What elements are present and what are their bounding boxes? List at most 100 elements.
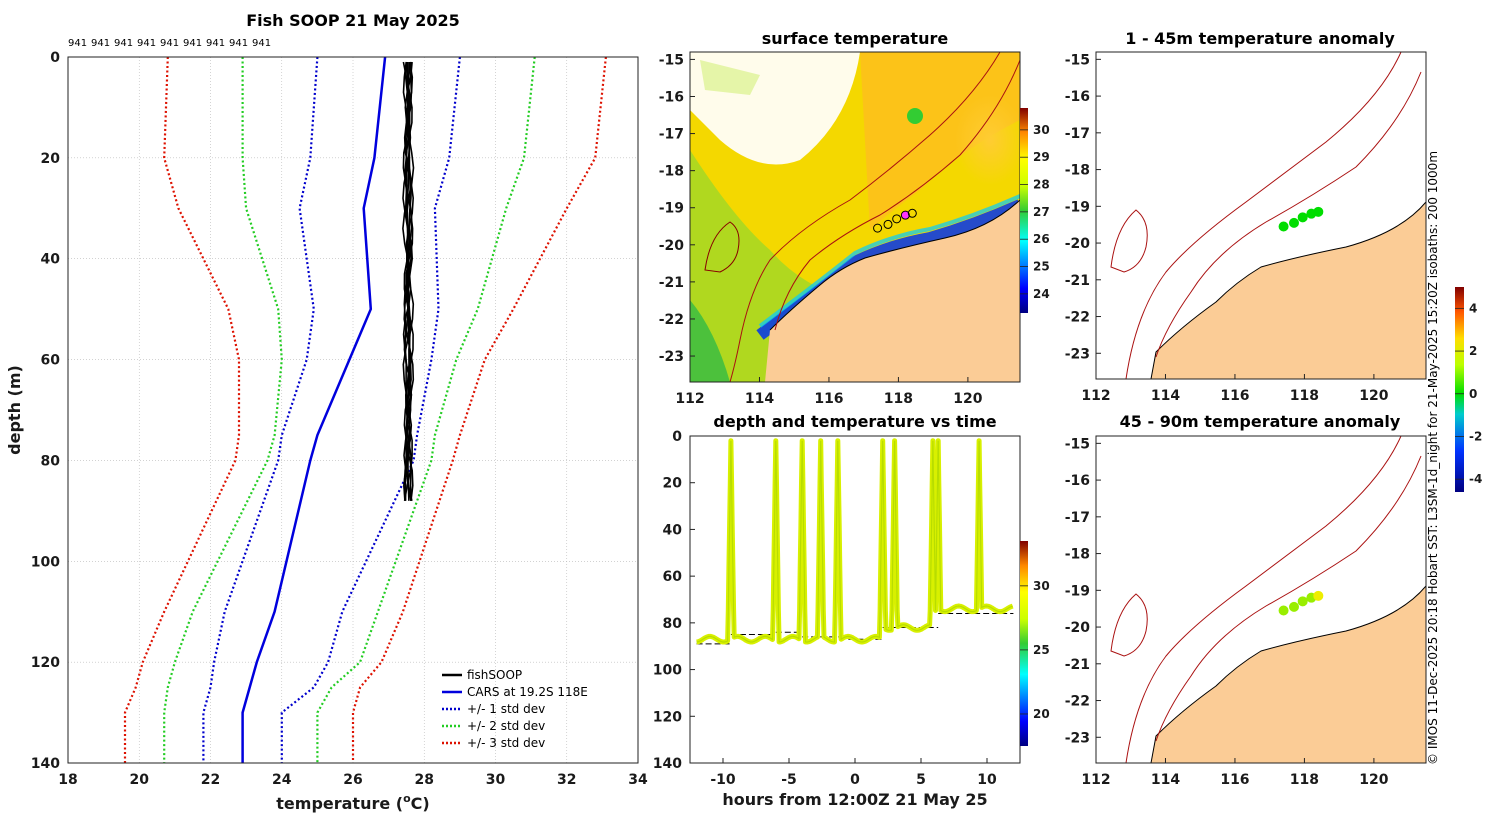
profile-xtick: 24 <box>272 772 292 788</box>
anom-upper-title: 1 - 45m temperature anomaly <box>1125 29 1395 48</box>
dt-xtick: -10 <box>710 772 736 788</box>
anom-frame <box>1095 435 1427 764</box>
sst-cb-ticklabel: 27 <box>1033 205 1050 219</box>
sst-coastal-band-edge <box>758 194 1020 328</box>
sst-xtick: 114 <box>745 391 774 407</box>
anom-ytick: -22 <box>1065 310 1090 326</box>
sst-cb-ticklabel: 24 <box>1033 287 1050 301</box>
sst-warm-patch <box>955 95 1020 185</box>
anom-ytick: -18 <box>1065 163 1090 179</box>
anom-point <box>1278 221 1289 232</box>
anom-xtick: 114 <box>1151 388 1180 404</box>
sst-track-point <box>883 219 893 229</box>
profile-frame <box>67 56 639 764</box>
dt-xtick: 0 <box>850 772 860 788</box>
sst-cb-ticklabel: 26 <box>1033 232 1050 246</box>
anom-isobath-200 <box>1155 455 1422 742</box>
profile-ytick: 80 <box>41 453 61 469</box>
anom-ytick: -21 <box>1065 273 1090 289</box>
anom-upper-panel: 112 114 116 118 120 -15 -16 -17 -18 -19 -20 -21 -22 -… <box>1065 51 1427 404</box>
sst-track-point <box>892 214 902 224</box>
profile-xlabel: temperature (oC) <box>276 792 429 813</box>
sst-track <box>873 208 917 233</box>
sd1-low-line <box>202 56 319 763</box>
sst-xtick: 112 <box>675 391 704 407</box>
profile-panel: 18 20 22 24 26 28 30 32 34 0 20 40 60 80 100 120 140 Fis… <box>5 11 648 813</box>
profile-top-label: 941 <box>206 38 225 49</box>
anom-land <box>1150 585 1426 763</box>
profile-xtick: 18 <box>58 772 77 788</box>
anom-colorbar-ticks: 4 2 0 -2 -4 <box>1455 301 1482 486</box>
anom-ytick: -15 <box>1065 52 1090 68</box>
sst-title: surface temperature <box>762 29 949 48</box>
anom-point <box>1297 212 1308 223</box>
profile-xtick: 26 <box>343 772 362 788</box>
profile-top-label: 941 <box>252 38 271 49</box>
legend-sd2: +/- 2 std dev <box>467 719 545 733</box>
anom-island-isobath <box>1110 593 1148 657</box>
anom-ytick: -22 <box>1065 694 1090 710</box>
dt-ytick: 80 <box>663 616 683 632</box>
dt-title: depth and temperature vs time <box>713 412 996 431</box>
sst-ytick: -21 <box>659 275 684 291</box>
profile-xtick: 20 <box>130 772 150 788</box>
anom-ytick: -17 <box>1065 510 1090 526</box>
anom-island-isobath <box>1110 209 1148 273</box>
anom-cb-ticklabel: 4 <box>1469 301 1477 315</box>
cars-line <box>241 56 387 763</box>
profile-xtick: 34 <box>628 772 648 788</box>
sst-warm-offshore <box>860 52 1020 230</box>
sst-cb-ticklabel: 29 <box>1033 150 1050 164</box>
sd2-high-line <box>316 56 536 763</box>
sst-map-image <box>690 52 1020 382</box>
anom-xtick: 114 <box>1151 772 1180 788</box>
anom-xtick: 120 <box>1359 388 1388 404</box>
anom-ytick: -20 <box>1065 236 1091 252</box>
anom-point <box>1313 206 1324 217</box>
dt-ytick: 140 <box>653 756 682 772</box>
sst-cool-eddy <box>907 108 923 124</box>
fishsoop-profile <box>403 62 414 501</box>
profile-top-label: 941 <box>183 38 202 49</box>
anom-lower-panel: 112 114 116 118 120 -15 -16 -17 -18 -19 -20 -21 -22 -… <box>1065 435 1427 788</box>
legend-cars: CARS at 19.2S 118E <box>467 685 588 699</box>
credit-text: © IMOS 11-Dec-2025 20:18 Hobart SST: L3S… <box>1426 151 1440 765</box>
sst-xtick: 120 <box>953 391 982 407</box>
sst-ytick: -23 <box>659 349 684 365</box>
sst-cb-ticklabel: 25 <box>1033 260 1050 274</box>
sd3-high-line <box>351 56 607 763</box>
fishsoop-profile <box>404 61 415 501</box>
profile-legend: fishSOOP CARS at 19.2S 118E +/- 1 std de… <box>442 668 588 750</box>
profile-ytick: 140 <box>31 756 60 772</box>
profile-ytick: 40 <box>41 252 61 268</box>
dt-plot-area <box>690 436 1020 763</box>
sst-ticks: 112 114 116 118 120 -15 -16 -17 -18 -19 -20 -21 -22 -… <box>659 52 983 407</box>
dt-ytick: 120 <box>653 709 682 725</box>
profile-lines <box>123 56 607 763</box>
sd3-low-line <box>123 56 241 763</box>
dt-ytick: 20 <box>663 476 683 492</box>
sst-ytick: -16 <box>659 89 684 105</box>
anom-ytick: -20 <box>1065 620 1091 636</box>
sst-coastline <box>769 199 1020 331</box>
anom-ytick: -19 <box>1065 583 1090 599</box>
dt-cb-ticklabel: 20 <box>1033 707 1050 721</box>
sst-xtick: 118 <box>884 391 913 407</box>
anom-ytick: -23 <box>1065 346 1090 362</box>
dt-ytick: 60 <box>663 569 683 585</box>
sst-ytick: -17 <box>659 127 684 143</box>
anom-cb-ticklabel: 2 <box>1469 344 1477 358</box>
anom-xtick: 116 <box>1220 388 1249 404</box>
anom-xtick: 120 <box>1359 772 1388 788</box>
dt-ytick: 40 <box>663 522 683 538</box>
sst-island-isobath <box>704 221 740 273</box>
anom-xtick: 116 <box>1220 772 1249 788</box>
anom-isobath-1000 <box>1125 52 1402 379</box>
anom-ytick: -17 <box>1065 126 1090 142</box>
sst-isobath-1000 <box>729 52 1001 382</box>
dt-cb-ticklabel: 25 <box>1033 643 1050 657</box>
legend-sd3: +/- 3 std dev <box>467 736 545 750</box>
profile-top-label: 941 <box>137 38 156 49</box>
anom-land <box>1150 201 1426 379</box>
